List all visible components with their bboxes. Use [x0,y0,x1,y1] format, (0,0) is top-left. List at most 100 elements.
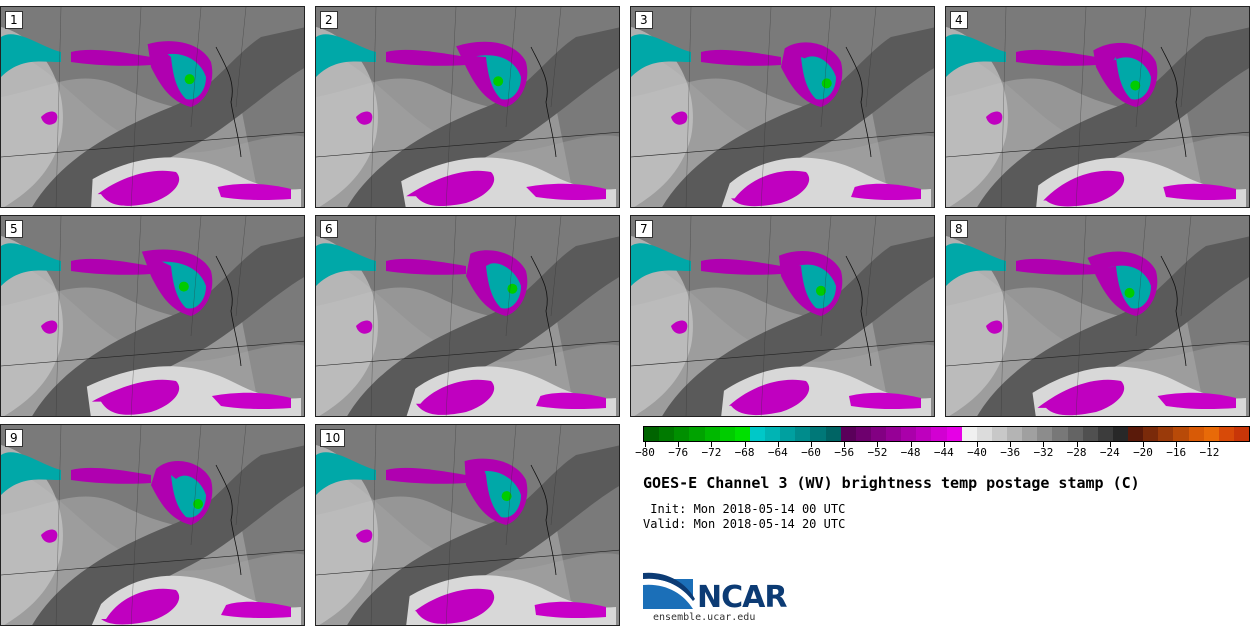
colorbar-tick [1109,442,1111,447]
colorbar-swatch [1112,427,1128,441]
colorbar-tick [777,442,779,447]
satellite-image [1,425,304,625]
panel-number: 8 [950,220,968,238]
colorbar-swatch [734,427,750,441]
colorbar-swatch [886,427,902,441]
colorbar-tick [711,442,713,447]
satellite-image [316,7,619,207]
ncar-logo-icon [643,572,695,609]
colorbar-swatch [765,427,781,441]
panel-number: 6 [320,220,338,238]
colorbar-swatch [780,427,796,441]
colorbar-tick-label: −80 [635,446,655,459]
colorbar-tick [910,442,912,447]
colorbar-tick [1176,442,1178,447]
colorbar-tick-label: −40 [967,446,987,459]
colorbar-swatch [1097,427,1113,441]
map-panel-3: 3 [630,6,935,208]
colorbar-tick [977,442,978,447]
colorbar-swatch [659,427,675,441]
colorbar-tick-label: −20 [1133,446,1153,459]
colorbar-swatch [1052,427,1068,441]
colorbar-tick-label: −76 [668,446,689,459]
map-panel-10: 10 [315,424,620,626]
colorbar-swatch [1128,427,1144,441]
colorbar-tick [1143,442,1144,447]
satellite-image [316,216,619,416]
colorbar-tick [943,442,945,447]
colorbar-swatch [901,427,917,441]
colorbar-tick [844,442,846,447]
colorbar-swatch [870,427,886,441]
satellite-image [946,7,1249,207]
satellite-image [1,216,304,416]
colorbar-swatch [1067,427,1083,441]
colorbar-swatch [946,427,962,441]
map-panel-7: 7 [630,215,935,417]
satellite-image [316,425,619,625]
panel-number: 1 [5,11,23,29]
figure-title: GOES-E Channel 3 (WV) brightness temp po… [643,474,1140,492]
map-panel-8: 8 [945,215,1250,417]
colorbar-swatch [749,427,765,441]
colorbar-tick-label: −32 [1033,446,1054,459]
colorbar-swatch [1007,427,1023,441]
colorbar-swatch [674,427,690,441]
map-panel-4: 4 [945,6,1250,208]
satellite-image [1,7,304,207]
colorbar-swatch [1082,427,1098,441]
map-panel-2: 2 [315,6,620,208]
map-panel-9: 9 [0,424,305,626]
map-panel-5: 5 [0,215,305,417]
colorbar-tick [744,442,746,447]
panel-number: 3 [635,11,653,29]
panel-number: 10 [320,429,346,447]
map-panel-6: 6 [315,215,620,417]
colorbar-tick [1043,442,1045,447]
colorbar-swatch [840,427,856,441]
colorbar-tick-label: −24 [1099,446,1120,459]
colorbar-tick [877,442,879,447]
colorbar-swatch [855,427,871,441]
colorbar-swatch [1173,427,1189,441]
colorbar-swatch [991,427,1007,441]
colorbar-tick-label: −12 [1199,446,1220,459]
logo-name: NCAR [697,580,787,615]
colorbar-tick-label: −64 [767,446,788,459]
colorbar-swatch [916,427,932,441]
satellite-image [946,216,1249,416]
colorbar-swatch [1158,427,1174,441]
colorbar-swatch [1143,427,1159,441]
valid-time: Valid: Mon 2018-05-14 20 UTC [643,517,846,531]
colorbar-swatch [976,427,992,441]
colorbar-tick-label: −44 [933,446,954,459]
colorbar-swatch [1218,427,1234,441]
colorbar-tick [678,442,680,447]
colorbar-swatch [644,427,660,441]
colorbar-tick-label: −68 [734,446,755,459]
colorbar-swatch [719,427,735,441]
colorbar-swatch [961,427,977,441]
colorbar-ticks: −80 −76 −72 −68 −64 −60 −56 −52 −48 −44 −40 −36 −32−… [635,442,1248,462]
colorbar-swatch [1188,427,1204,441]
colorbar-swatch [825,427,841,441]
colorbar-swatch [1233,427,1249,441]
colorbar-swatch [1022,427,1038,441]
satellite-image [631,7,934,207]
colorbar-tick-label: −16 [1166,446,1187,459]
map-panel-1: 1 [0,6,305,208]
colorbar-tick [645,442,646,447]
colorbar-tick-label: −60 [801,446,821,459]
colorbar-swatch [1203,427,1219,441]
panel-number: 9 [5,429,23,447]
colorbar-tick-label: −48 [900,446,921,459]
panel-number: 2 [320,11,338,29]
panel-number: 5 [5,220,23,238]
panel-number: 7 [635,220,653,238]
colorbar-tick-label: −36 [1000,446,1021,459]
colorbar-tick-label: −28 [1066,446,1087,459]
colorbar-swatch [795,427,811,441]
panel-number: 4 [950,11,968,29]
colorbar-tick-label: −56 [834,446,855,459]
colorbar-swatch [1037,427,1053,441]
